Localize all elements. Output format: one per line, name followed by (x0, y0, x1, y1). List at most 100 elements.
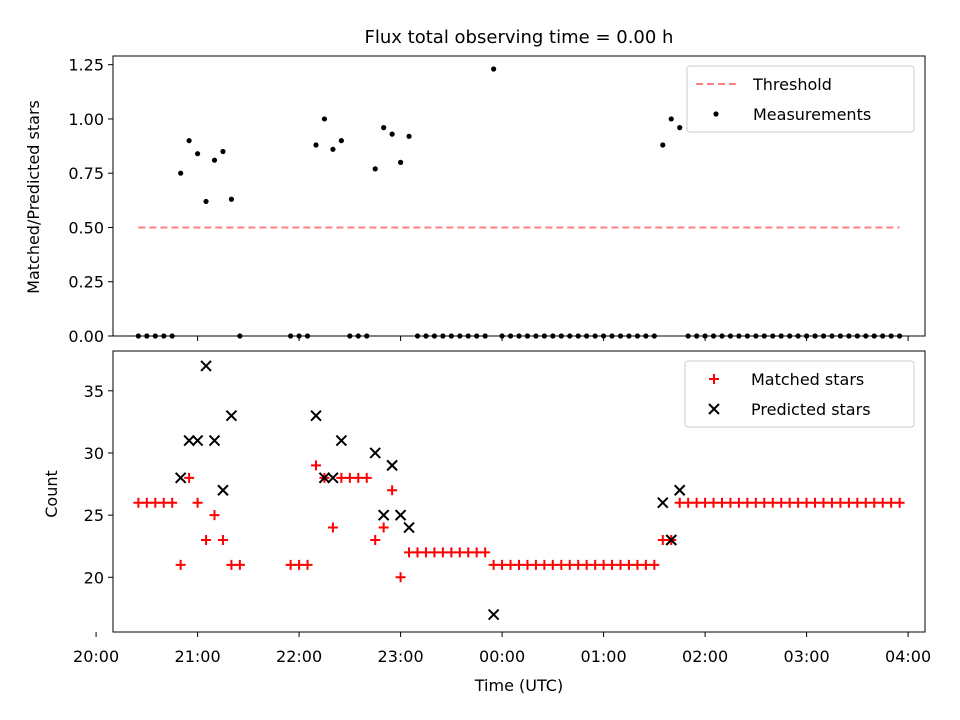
measurement-point (837, 333, 844, 339)
measurement-point (524, 333, 531, 339)
measurement-point (161, 333, 167, 339)
matched-point (404, 547, 415, 558)
matched-point (556, 559, 567, 570)
measurement-point (719, 333, 725, 339)
matched-point (201, 534, 212, 545)
measurement-point (330, 146, 336, 152)
measurement-point (431, 333, 438, 339)
matched-point (395, 572, 406, 583)
measurement-point (660, 142, 666, 148)
measurement-point (448, 333, 454, 339)
legend-bottom: Matched stars Predicted stars (684, 360, 915, 428)
matched-point (192, 497, 203, 508)
predicted-point (318, 472, 331, 484)
measurement-point (744, 333, 750, 339)
measurement-point (820, 333, 827, 339)
x-tick-label: 21:00 (175, 647, 221, 666)
measurement-point (414, 333, 421, 339)
measurement-point (313, 142, 319, 148)
measurement-point (600, 333, 607, 339)
measurement-point (178, 170, 184, 176)
matched-point (302, 559, 313, 570)
top-y-tick-label: 1.00 (68, 110, 104, 129)
measurement-point (499, 333, 505, 339)
measurement-point (482, 333, 488, 339)
measurement-point (854, 333, 860, 339)
measurement-point (871, 333, 877, 339)
matched-point (674, 497, 685, 508)
measurement-point (397, 159, 404, 165)
measurement-point (516, 333, 522, 339)
matched-point (387, 485, 398, 496)
measurement-point (194, 151, 201, 157)
matched-point (869, 497, 880, 508)
matched-point (717, 497, 727, 508)
matched-point (759, 497, 770, 508)
matched-point (217, 534, 228, 545)
legend-frame (684, 360, 915, 428)
matched-point (826, 497, 837, 508)
matched-point (167, 497, 178, 508)
matched-point (463, 547, 474, 558)
measurement-point (558, 333, 564, 339)
measurement-point (567, 333, 573, 339)
matched-point (835, 497, 846, 508)
measurement-point (778, 333, 784, 339)
x-tick-label: 04:00 (885, 647, 931, 666)
measurement-point (321, 116, 328, 122)
bottom-y-tick-label: 20 (84, 568, 104, 587)
matched-point (793, 497, 804, 508)
measurement-point (144, 333, 150, 339)
predicted-point (386, 459, 398, 472)
predicted-point (657, 496, 669, 509)
measurement-point (491, 66, 497, 72)
legend-frame (686, 65, 915, 133)
measurement-point (736, 333, 742, 339)
measurement-point (465, 333, 471, 339)
matched-point (700, 497, 711, 508)
top-y-tick-label: 0.50 (68, 218, 104, 237)
bottom-frame (112, 350, 926, 633)
measurement-point (304, 333, 311, 339)
predicted-point (335, 434, 348, 447)
predicted-point (191, 434, 204, 447)
matched-point (454, 547, 465, 558)
x-tick-label: 23:00 (378, 647, 424, 666)
matched-point (209, 510, 220, 521)
matched-point (733, 497, 744, 508)
predicted-point (217, 484, 229, 496)
matched-point (590, 559, 601, 570)
matched-point (767, 497, 778, 508)
matched-point (547, 559, 558, 570)
measurement-point (584, 333, 590, 339)
matched-point (488, 559, 499, 570)
matched-point (133, 497, 144, 508)
measurement-point (880, 333, 886, 339)
matched-point (353, 472, 364, 483)
count-panel: 20 25 30 35 20:00 21:00 22:00 23:00 00:00 01:00 02… (73, 350, 931, 666)
measurement-point (541, 333, 547, 339)
predicted-point (674, 484, 686, 496)
predicted-point (174, 472, 187, 484)
measurement-point (186, 138, 192, 144)
matched-point (141, 497, 152, 508)
legend-measurements-swatch (713, 111, 719, 117)
matched-point (894, 497, 905, 508)
matched-point (649, 559, 660, 570)
x-axis-label: Time (UTC) (474, 676, 563, 695)
legend-threshold-label: Threshold (752, 75, 832, 94)
measurement-point (694, 333, 700, 339)
matched-point (691, 497, 702, 508)
measurement-point (846, 333, 852, 339)
measurement-point (457, 333, 463, 339)
x-tick-label: 02:00 (682, 647, 728, 666)
bottom-y-tick-label: 25 (84, 506, 104, 525)
predicted-point (377, 509, 390, 521)
measurement-point (296, 333, 302, 339)
measurement-point (237, 333, 243, 339)
top-y-tick-label: 0.75 (68, 164, 104, 183)
x-tick-label: 20:00 (73, 647, 119, 666)
chart-title: Flux total observing time = 0.00 h (365, 27, 674, 48)
measurement-point (897, 333, 903, 339)
matched-point (860, 497, 871, 508)
